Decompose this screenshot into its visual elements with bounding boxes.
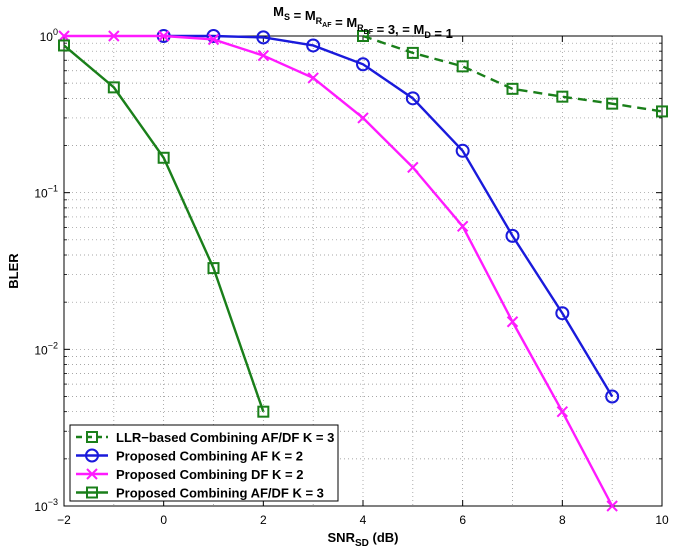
series-line xyxy=(63,44,265,413)
x-tick-label: −2 xyxy=(57,513,71,527)
legend-label: LLR−based Combining AF/DF K = 3 xyxy=(116,430,334,445)
chart-title: MS = MRAF = MRDF = 3, = MD = 1 xyxy=(273,4,453,41)
x-tick-label: 8 xyxy=(559,513,566,527)
data-point xyxy=(456,60,469,73)
x-tick-label: 6 xyxy=(459,513,466,527)
axes: −2 0 2 4 6 8 10 100 10−1 10−2 10−3 SNRSD (dB) BLER xyxy=(6,27,669,549)
data-point xyxy=(505,228,520,243)
series-2 xyxy=(58,30,618,512)
legend-label: Proposed Combining DF K = 2 xyxy=(116,467,303,482)
legend-label: Proposed Combining AF/DF K = 3 xyxy=(116,486,324,501)
data-point xyxy=(656,105,668,118)
series-line xyxy=(64,34,614,507)
legend-marker xyxy=(86,486,98,499)
data-point xyxy=(257,405,270,418)
data-point xyxy=(207,262,220,275)
y-axis-label: BLER xyxy=(6,253,21,289)
data-point xyxy=(356,57,370,72)
data-point xyxy=(406,46,419,59)
title-text: MS = MRAF = MRDF = 3, = MD = 1 xyxy=(273,4,453,41)
data-point xyxy=(108,30,120,42)
data-point xyxy=(606,97,619,110)
y-tick-label: 10−2 xyxy=(34,340,58,357)
x-tick-label: 2 xyxy=(260,513,267,527)
legend-marker xyxy=(85,448,99,463)
x-tick-label: 10 xyxy=(655,513,669,527)
data-point xyxy=(306,38,321,53)
data-point xyxy=(207,33,220,46)
data-point xyxy=(357,112,369,124)
y-tick-label: 10−3 xyxy=(34,497,58,514)
data-point xyxy=(407,161,419,174)
legend: LLR−based Combining AF/DF K = 3 Proposed … xyxy=(69,424,339,502)
series-3 xyxy=(58,39,270,418)
data-point xyxy=(506,316,519,328)
data-point xyxy=(58,30,70,42)
data-point xyxy=(157,30,170,42)
x-tick-label: 4 xyxy=(360,513,367,527)
data-point xyxy=(405,91,420,106)
data-point xyxy=(455,143,470,158)
series-line xyxy=(163,34,614,398)
data-point xyxy=(456,220,469,233)
data-point xyxy=(606,500,618,512)
data-point xyxy=(58,39,70,52)
data-point xyxy=(307,72,319,84)
data-point xyxy=(556,90,569,103)
x-axis-label: SNRSD (dB) xyxy=(328,530,399,549)
data-point xyxy=(157,151,170,164)
x-tick-label: 0 xyxy=(160,513,167,527)
data-point xyxy=(257,49,270,62)
series-0 xyxy=(357,30,668,118)
data-point xyxy=(506,82,519,95)
y-tick-label: 10−1 xyxy=(34,184,58,201)
legend-box xyxy=(69,424,339,502)
data-point xyxy=(357,30,369,42)
legend-marker xyxy=(86,431,98,443)
data-point xyxy=(555,306,570,321)
data-point xyxy=(206,29,221,43)
series-line xyxy=(362,34,663,113)
legend-label: Proposed Combining AF K = 2 xyxy=(116,449,303,464)
legend-marker xyxy=(86,468,98,480)
data-point xyxy=(256,30,271,45)
data-point xyxy=(107,81,120,94)
series-group xyxy=(58,29,668,512)
data-point xyxy=(605,389,620,404)
y-tick-label: 100 xyxy=(40,27,58,44)
data-point xyxy=(556,405,569,418)
